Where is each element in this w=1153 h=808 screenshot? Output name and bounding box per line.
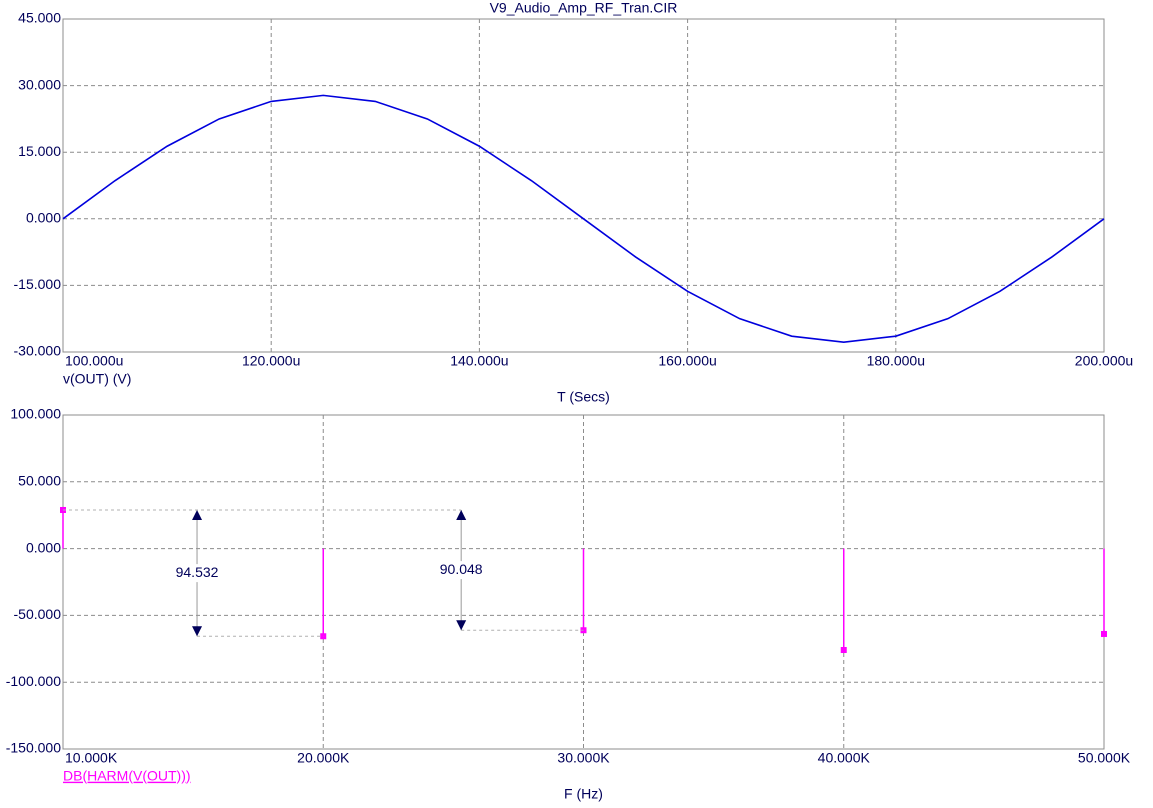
y-tick-label: -30.000 — [14, 343, 62, 359]
arrow-head — [192, 509, 203, 520]
y-tick-label: 0.000 — [26, 210, 61, 226]
annotation-bg — [169, 564, 226, 583]
y-tick-label: -15.000 — [14, 276, 62, 292]
chart-title: V9_Audio_Amp_RF_Tran.CIR — [490, 0, 678, 16]
x-tick-label: 160.000u — [658, 353, 716, 369]
y-tick-label: 50.000 — [18, 473, 61, 489]
legend-entry: DB(HARM(V(OUT))) — [63, 768, 191, 784]
arrow-head — [192, 626, 203, 637]
stem-marker — [840, 647, 847, 654]
x-tick-label: 140.000u — [450, 353, 508, 369]
annotation-bg — [433, 561, 490, 580]
x-axis-label: T (Secs) — [557, 389, 610, 405]
stem-marker — [1101, 630, 1107, 637]
x-tick-label: 120.000u — [242, 353, 300, 369]
x-tick-label: 20.000K — [297, 750, 350, 766]
x-tick-label: 10.000K — [65, 750, 118, 766]
arrow-head — [456, 509, 467, 520]
legend-entry: v(OUT) (V) — [63, 371, 131, 387]
y-tick-label: -100.000 — [6, 673, 61, 689]
x-axis-label: F (Hz) — [564, 786, 603, 802]
y-tick-label: 30.000 — [18, 76, 61, 92]
x-tick-label: 30.000K — [557, 750, 610, 766]
x-tick-label: 200.000u — [1075, 353, 1133, 369]
x-tick-label: 40.000K — [818, 750, 871, 766]
y-tick-label: -150.000 — [6, 740, 61, 756]
plot-frame — [62, 18, 1105, 353]
y-tick-label: -50.000 — [14, 606, 62, 622]
y-tick-label: 0.000 — [26, 539, 61, 555]
x-tick-label: 50.000K — [1078, 750, 1131, 766]
annotation: 90.048 — [440, 561, 483, 577]
x-tick-label: 180.000u — [867, 353, 925, 369]
annotation: 94.532 — [176, 564, 219, 580]
y-tick-label: 15.000 — [18, 143, 61, 159]
series-line — [62, 94, 1105, 344]
y-tick-label: 45.000 — [18, 10, 61, 26]
x-tick-label: 100.000u — [65, 353, 123, 369]
y-tick-label: 100.000 — [10, 406, 61, 422]
arrow-head — [456, 620, 467, 631]
